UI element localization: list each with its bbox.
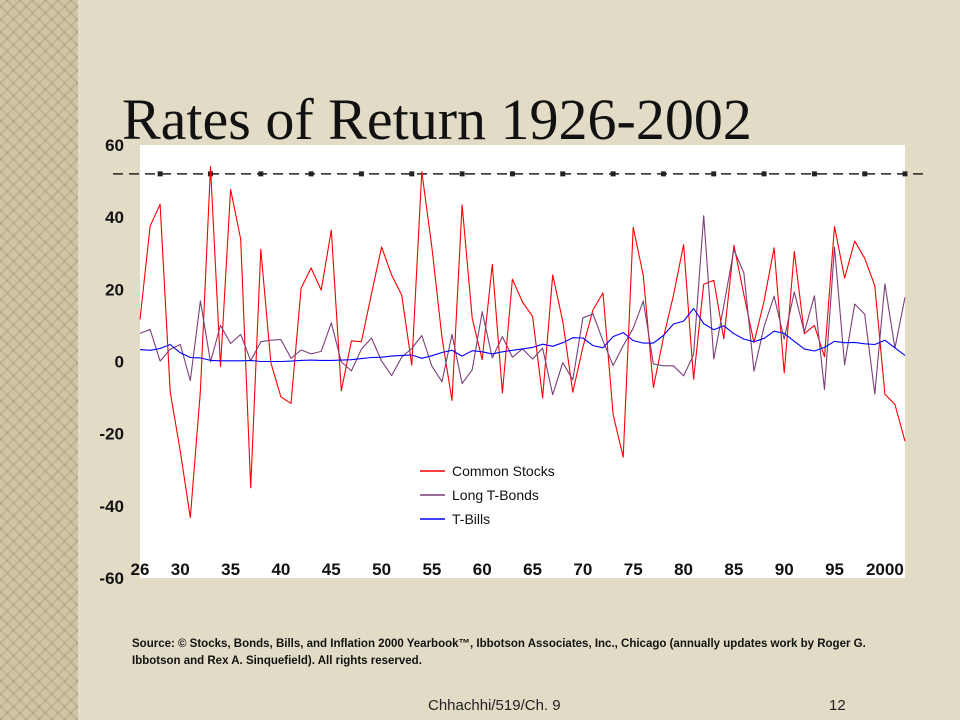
series-line-common-stocks [139,166,906,519]
x-tick-label: 70 [573,560,592,579]
reference-line-marker [258,171,264,177]
slide-title: Rates of Return 1926-2002 [122,87,752,152]
reference-line-marker [358,171,364,177]
reference-line-marker [711,171,717,177]
legend-label: T-Bills [452,511,490,527]
reference-line-marker [560,171,566,177]
x-tick-label: 50 [372,560,391,579]
x-tick-label: 40 [271,560,290,579]
x-tick-label: 95 [825,560,844,579]
x-tick-label: 45 [322,560,341,579]
x-tick-label: 35 [221,560,240,579]
reference-line-marker [157,171,163,177]
reference-line-marker [761,171,767,177]
footer-course-label: Chhachhi/519/Ch. 9 [428,697,561,714]
decorative-side-panel [0,0,78,720]
x-tick-label: 75 [624,560,643,579]
page-number: 12 [829,697,846,714]
y-tick-label: -40 [99,497,124,516]
x-tick-label: 26 [131,560,150,579]
reference-line-marker [660,171,666,177]
reference-line-marker [862,171,868,177]
reference-line-marker [509,171,515,177]
plot-area [140,145,905,578]
legend-label: Common Stocks [452,463,555,479]
returns-line-chart: 60 40 20 0 -20 -40 -60 26 30 35 40 45 50 55 60 65 70 75 80… [99,136,928,588]
y-tick-label: -60 [99,569,124,588]
y-tick-label: -20 [99,425,124,444]
x-tick-label: 65 [523,560,542,579]
legend-label: Long T-Bonds [452,487,539,503]
x-tick-label: 85 [724,560,743,579]
reference-line-marker [409,171,415,177]
reference-line-marker [902,171,908,177]
x-tick-label: 30 [171,560,190,579]
series-line-t-bills [139,307,906,363]
y-tick-label: 0 [115,353,124,372]
y-tick-label: 20 [105,280,124,299]
x-tick-label: 60 [473,560,492,579]
x-tick-label: 2000 [866,560,904,579]
reference-line-marker [811,171,817,177]
reference-line-marker [459,171,465,177]
y-tick-label: 40 [105,208,124,227]
x-tick-label: 80 [674,560,693,579]
x-tick-label: 90 [775,560,794,579]
y-tick-label: 60 [105,136,124,155]
source-note: Source: © Stocks, Bonds, Bills, and Infl… [132,638,866,667]
x-tick-label: 55 [422,560,441,579]
reference-line-marker [610,171,616,177]
reference-line-marker [308,171,314,177]
